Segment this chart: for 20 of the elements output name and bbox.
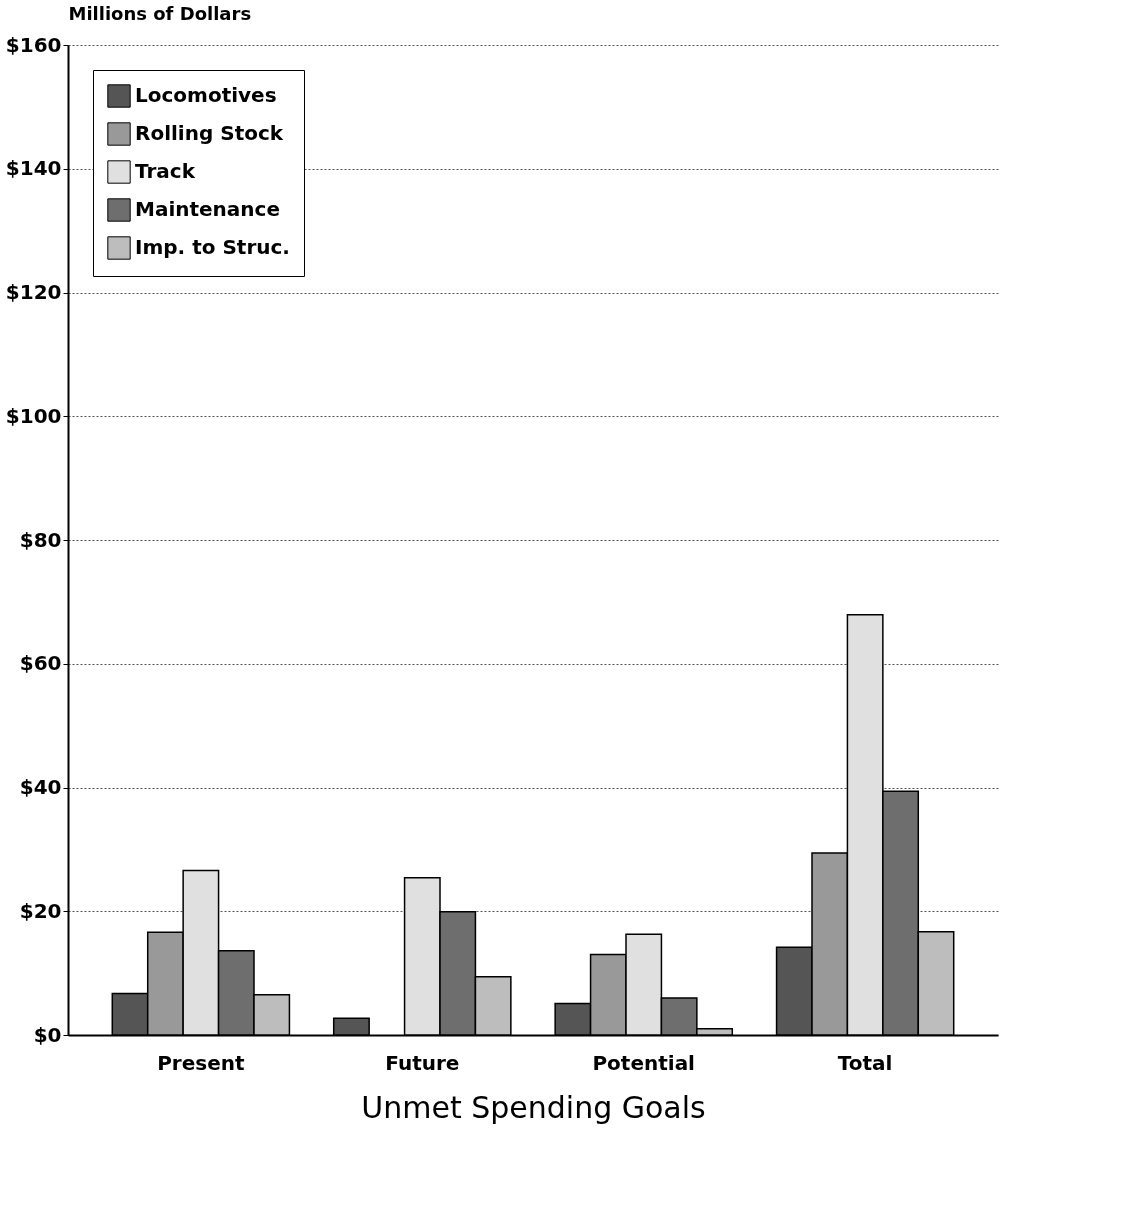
x-axis-title: Unmet Spending Goals (361, 1089, 706, 1125)
y-tick-label: $120 (5, 280, 62, 304)
y-tick-label: $140 (5, 156, 62, 181)
y-tick-label: $20 (19, 898, 62, 923)
y-axis-title: Millions of Dollars (68, 2, 252, 24)
y-tick-label: $100 (5, 403, 62, 428)
x-tick-label: Total (837, 1050, 893, 1075)
legend-label: Rolling Stock (135, 121, 284, 145)
y-tick-label: $160 (5, 32, 62, 57)
legend-label: Track (135, 159, 196, 183)
x-tick-label: Future (385, 1050, 460, 1075)
y-tick-label: $80 (19, 527, 62, 552)
legend-label: Locomotives (135, 83, 277, 107)
y-tick-label: $40 (19, 775, 62, 799)
legend-label: Imp. to Struc. (135, 235, 290, 259)
legend-label: Maintenance (135, 197, 281, 221)
y-tick-label: $60 (19, 651, 62, 676)
y-tick-label: $0 (33, 1022, 62, 1047)
x-tick-label: Present (157, 1050, 245, 1075)
x-tick-label: Potential (592, 1050, 695, 1075)
